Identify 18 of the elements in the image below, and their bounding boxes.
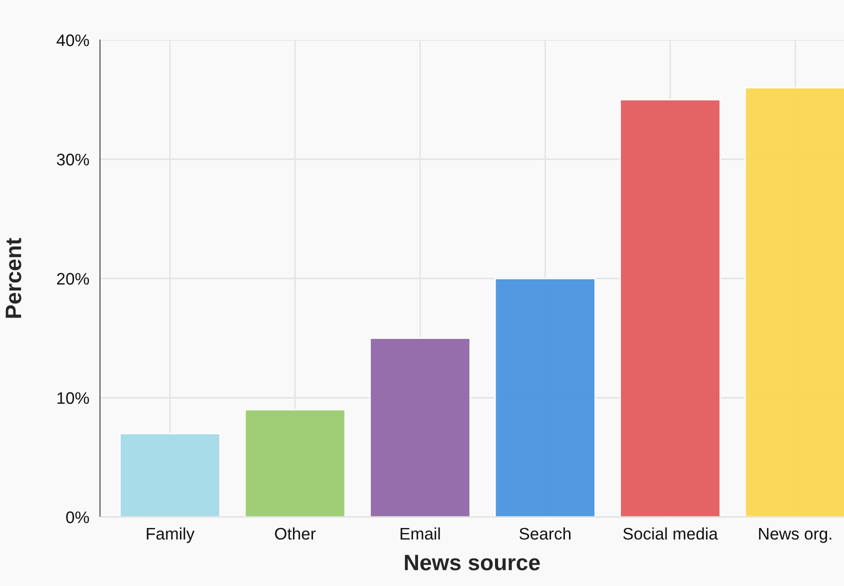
- x-tick-label: Other: [275, 527, 316, 540]
- x-tick-label: Email: [400, 527, 440, 540]
- bar: [119, 432, 221, 517]
- bar: [369, 337, 471, 517]
- y-tick-label: 20%: [57, 272, 89, 285]
- bar: [494, 278, 596, 517]
- y-tick-label: 40%: [56, 34, 89, 46]
- y-tick-label: 30%: [56, 154, 89, 166]
- bar: [244, 408, 346, 517]
- y-axis-title: Percent: [6, 238, 22, 318]
- x-tick-label: Family: [146, 527, 195, 543]
- x-tick-label: News org.: [759, 528, 832, 543]
- bar: [619, 98, 721, 517]
- x-tick-label: Search: [520, 527, 570, 540]
- y-tick-label: 10%: [57, 392, 89, 404]
- y-tick-label: 0%: [66, 511, 89, 524]
- x-axis-title: News source: [404, 554, 540, 570]
- x-tick-label: Social media: [623, 527, 718, 540]
